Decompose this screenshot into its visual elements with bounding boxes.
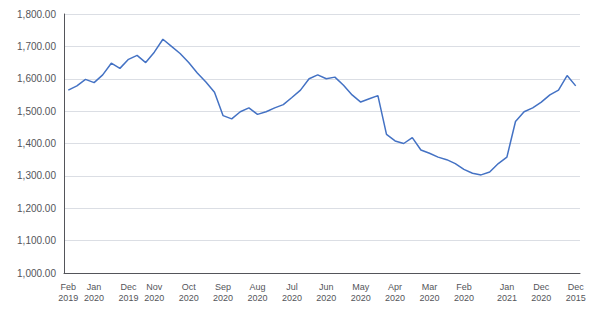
svg-text:2020: 2020 [282,293,302,303]
svg-text:Mar: Mar [422,282,438,292]
svg-text:2020: 2020 [419,293,439,303]
svg-text:2020: 2020 [179,293,199,303]
svg-text:Jul: Jul [286,282,298,292]
svg-text:Jan: Jan [500,282,515,292]
svg-text:Jan: Jan [87,282,102,292]
svg-text:2020: 2020 [316,293,336,303]
svg-text:Sep: Sep [215,282,231,292]
svg-text:1,000.00: 1,000.00 [17,268,56,279]
svg-text:2021: 2021 [497,293,517,303]
svg-text:2020: 2020 [454,293,474,303]
svg-text:Aug: Aug [249,282,265,292]
svg-text:1,300.00: 1,300.00 [17,170,56,181]
svg-text:2020: 2020 [213,293,233,303]
svg-text:Dec: Dec [568,282,585,292]
svg-text:Oct: Oct [182,282,197,292]
svg-text:Nov: Nov [146,282,163,292]
svg-text:Feb: Feb [456,282,472,292]
svg-text:2020: 2020 [351,293,371,303]
svg-text:2020: 2020 [144,293,164,303]
svg-text:1,400.00: 1,400.00 [17,138,56,149]
svg-text:2019: 2019 [58,293,78,303]
svg-text:Jun: Jun [319,282,334,292]
svg-text:Dec: Dec [533,282,550,292]
svg-text:1,700.00: 1,700.00 [17,41,56,52]
svg-text:Apr: Apr [388,282,402,292]
svg-text:2015: 2015 [566,293,586,303]
svg-text:2019: 2019 [118,293,138,303]
svg-text:Dec: Dec [120,282,137,292]
svg-text:2020: 2020 [385,293,405,303]
svg-text:2020: 2020 [531,293,551,303]
svg-text:1,100.00: 1,100.00 [17,235,56,246]
svg-text:1,500.00: 1,500.00 [17,106,56,117]
svg-text:2020: 2020 [84,293,104,303]
svg-text:1,600.00: 1,600.00 [17,73,56,84]
svg-text:1,200.00: 1,200.00 [17,203,56,214]
svg-text:1,800.00: 1,800.00 [17,9,56,20]
svg-text:Feb: Feb [61,282,77,292]
svg-text:May: May [352,282,370,292]
svg-text:2020: 2020 [247,293,267,303]
